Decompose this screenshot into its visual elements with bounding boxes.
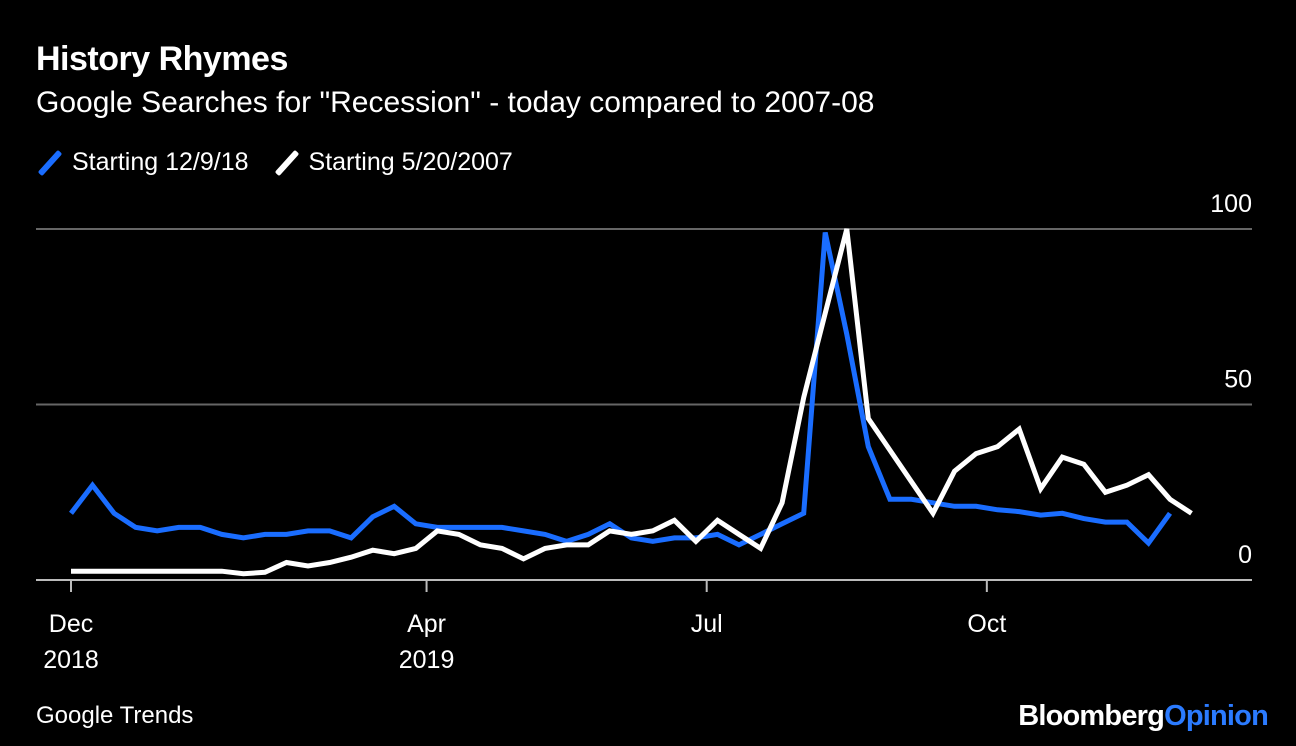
y-tick-label-100: 100 — [1210, 190, 1252, 218]
chart-title: History Rhymes — [36, 40, 288, 78]
legend-label-white: Starting 5/20/2007 — [308, 148, 513, 176]
x-tick-year-label-1: 2019 — [399, 646, 455, 674]
x-tick-year-label-0: 2018 — [43, 646, 99, 674]
legend-item-blue: Starting 12/9/18 — [36, 148, 249, 177]
y-tick-label-0: 0 — [1238, 541, 1252, 569]
x-tick-label-2: Jul — [691, 610, 723, 638]
x-tick-label-0: Dec — [49, 610, 93, 638]
bloomberg-opinion-logo: BloombergOpinion — [1018, 700, 1269, 733]
chart-subtitle: Google Searches for "Recession" - today … — [36, 86, 875, 119]
x-tick-label-1: Apr — [407, 610, 446, 638]
legend-item-white: Starting 5/20/2007 — [273, 148, 513, 177]
legend: Starting 12/9/18 Starting 5/20/2007 — [36, 148, 537, 177]
brand-part-bloomberg: Bloomberg — [1018, 700, 1165, 732]
series-line-white — [71, 228, 1193, 577]
y-tick-label-50: 50 — [1224, 366, 1252, 394]
legend-label-blue: Starting 12/9/18 — [72, 148, 249, 176]
series-line-blue — [69, 231, 1173, 548]
brand-part-opinion: Opinion — [1164, 700, 1269, 732]
x-tick-label-3: Oct — [967, 610, 1006, 638]
source-note: Google Trends — [36, 702, 194, 729]
